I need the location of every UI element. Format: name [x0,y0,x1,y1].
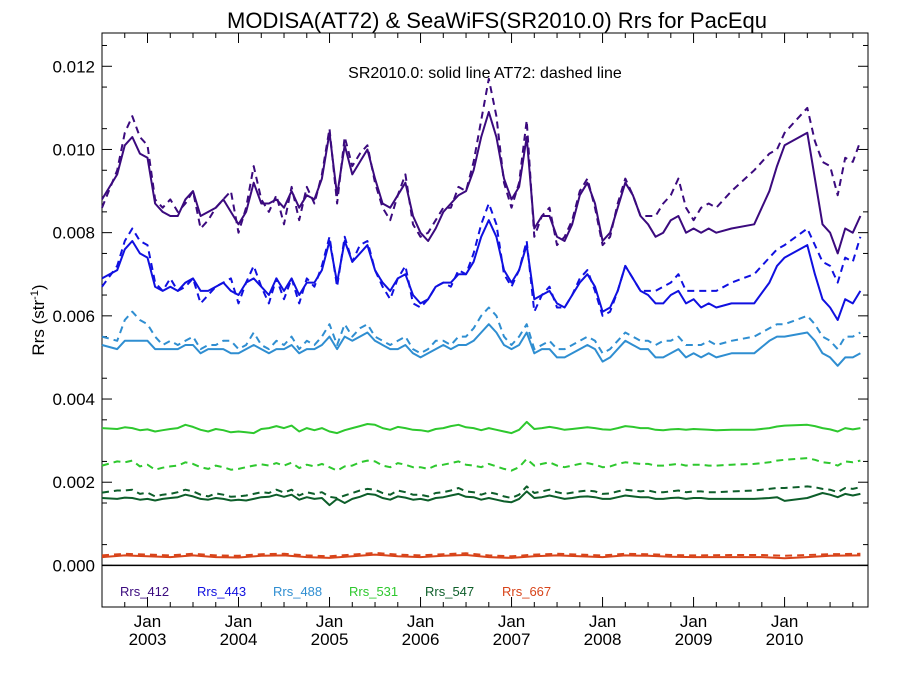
x-tick-label-year: 2005 [311,630,349,649]
series-line-rrs-488-solid [101,323,861,367]
series-line-rrs-547-dashed [101,485,861,499]
x-tick-label-month: Jan [225,612,252,631]
plot-border [101,32,869,608]
x-tick-label-month: Jan [316,612,343,631]
line-style-annotation: SR2010.0: solid line AT72: dashed line [348,65,622,82]
series-line-rrs-412-dashed [101,77,862,247]
y-axis-label: Rrs (str-1) [29,284,48,355]
y-tick-label: 0.008 [52,224,95,243]
x-tick-label-month: Jan [498,612,525,631]
legend-entry-rrs-412: Rrs_412 [120,584,169,599]
x-tick-label-year: 2003 [129,630,167,649]
series-line-rrs-667-solid [101,553,861,560]
series-line-rrs-547-solid [101,490,861,507]
series-line-rrs-443-dashed [101,202,862,317]
series-layer [101,77,862,560]
legend-entry-rrs-667: Rrs_667 [502,584,551,599]
y-tick-label: 0.002 [52,473,95,492]
y-tick-label: 0.004 [52,390,95,409]
y-axis: 0.000 0.002 0.004 0.006 0.008 0.010 0.012 [52,44,868,575]
x-tick-label-month: Jan [680,612,707,631]
x-tick-label-month: Jan [407,612,434,631]
y-tick-label: 0.000 [52,556,95,575]
series-line-rrs-667-dashed [101,551,861,558]
x-axis: Jan2003Jan2004Jan2005Jan2006Jan2007Jan20… [101,33,854,649]
legend-entry-rrs-547: Rrs_547 [425,584,474,599]
legend-entry-rrs-488: Rrs_488 [273,584,322,599]
series-line-rrs-531-dashed [101,457,861,472]
series-line-rrs-412-solid [101,111,862,255]
series-line-rrs-443-solid [101,219,862,321]
legend-entry-rrs-531: Rrs_531 [349,584,398,599]
series-line-rrs-488-dashed [101,306,861,355]
x-tick-label-month: Jan [771,612,798,631]
x-tick-label-year: 2004 [220,630,258,649]
series-line-rrs-531-solid [101,420,861,435]
x-tick-label-year: 2008 [584,630,622,649]
y-tick-label: 0.006 [52,307,95,326]
y-tick-label: 0.010 [52,140,95,159]
legend: Rrs_412 Rrs_443 Rrs_488 Rrs_531 Rrs_547 Rrs_6… [120,584,551,599]
x-tick-label-year: 2010 [766,630,804,649]
x-tick-label-month: Jan [134,612,161,631]
x-tick-label-month: Jan [589,612,616,631]
y-tick-label: 0.012 [52,57,95,76]
x-tick-label-year: 2009 [675,630,713,649]
legend-entry-rrs-443: Rrs_443 [197,584,246,599]
chart-title: MODISA(AT72) & SeaWiFS(SR2010.0) Rrs for… [227,8,767,33]
x-tick-label-year: 2006 [402,630,440,649]
x-tick-label-year: 2007 [493,630,531,649]
plot-area [101,32,869,608]
